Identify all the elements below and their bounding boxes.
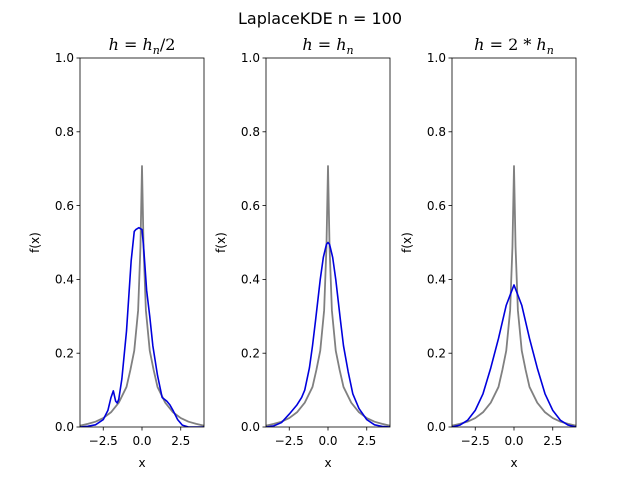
y-axis-label: f(x) (400, 232, 414, 253)
kde-estimate-line (80, 226, 204, 427)
x-tick-label: 2.5 (543, 434, 562, 448)
y-tick-label: 0.6 (241, 199, 260, 213)
x-axis-label: x (510, 456, 517, 470)
subplot-1: 0.00.20.40.60.81.0−2.5 0.0 2.5xf(x)h = hn/… (28, 35, 205, 470)
y-tick-label: 1.0 (427, 51, 446, 65)
y-tick-label: 1.0 (241, 51, 260, 65)
y-tick-label: 0.0 (427, 420, 446, 434)
subplot-title-part: = (119, 35, 143, 54)
subplot-title: h = hn (302, 35, 353, 57)
y-tick-label: 0.0 (55, 420, 74, 434)
y-tick-label: 0.2 (427, 346, 446, 360)
y-tick-label: 0.6 (55, 199, 74, 213)
y-tick-label: 1.0 (55, 51, 74, 65)
subplot-grid: 0.00.20.40.60.81.0−2.5 0.0 2.5xf(x)h = hn/… (28, 35, 577, 470)
subplot-title-part: h (536, 35, 546, 54)
x-tick-label: 2.5 (357, 434, 376, 448)
x-tick-label: −2.5 (461, 434, 490, 448)
y-tick-label: 0.4 (427, 273, 446, 287)
subplot-title: h = hn/2 (109, 35, 176, 57)
subplot-title: h = 2 * hn (474, 35, 554, 57)
figure-suptitle: LaplaceKDE n = 100 (238, 9, 402, 28)
subplot-title-part: = 2 * (484, 35, 536, 54)
subplot-3: 0.0 0.2 0.4 0.6 0.8 1.0 −2.5 0.0 2.5 x f(x) h = 2 *… (400, 35, 577, 470)
subplot-title-part: n (347, 44, 354, 57)
y-tick-label: 0.8 (427, 125, 446, 139)
subplot-title-part: h (142, 35, 152, 54)
y-tick-label: 0.2 (55, 346, 74, 360)
y-tick-label: 0.4 (55, 273, 74, 287)
x-axis-label: x (138, 456, 145, 470)
reference-density-line (452, 165, 576, 427)
reference-density-line (266, 165, 390, 427)
y-axis-label: f(x) (28, 232, 42, 253)
x-tick-label: −2.5 (89, 434, 118, 448)
y-tick-label: 0.2 (241, 346, 260, 360)
subplot-title-part: n (153, 44, 160, 57)
y-tick-label: 0.8 (55, 125, 74, 139)
kde-estimate-line (266, 241, 390, 427)
subplot-title-part: h (474, 35, 484, 54)
subplot-title-part: h (302, 35, 312, 54)
x-tick-label: 0.0 (132, 434, 151, 448)
subplot-title-part: = (313, 35, 337, 54)
subplot-2: 0.00.20.40.60.81.0−2.5 0.0 2.5xf(x)h = hn (214, 35, 391, 470)
y-tick-label: 0.4 (241, 273, 260, 287)
kde-estimate-line (452, 284, 576, 427)
subplot-title-part: /2 (160, 35, 176, 54)
subplot-title-part: h (109, 35, 119, 54)
x-tick-label: 0.0 (318, 434, 337, 448)
x-tick-label: 2.5 (171, 434, 190, 448)
x-tick-label: −2.5 (275, 434, 304, 448)
x-axis-label: x (324, 456, 331, 470)
x-tick-label: 0.0 (504, 434, 523, 448)
subplot-title-part: h (336, 35, 346, 54)
subplot-title-part: n (547, 44, 554, 57)
y-tick-label: 0.6 (427, 199, 446, 213)
y-tick-label: 0.0 (241, 420, 260, 434)
y-axis-label: f(x) (214, 232, 228, 253)
y-tick-label: 0.8 (241, 125, 260, 139)
